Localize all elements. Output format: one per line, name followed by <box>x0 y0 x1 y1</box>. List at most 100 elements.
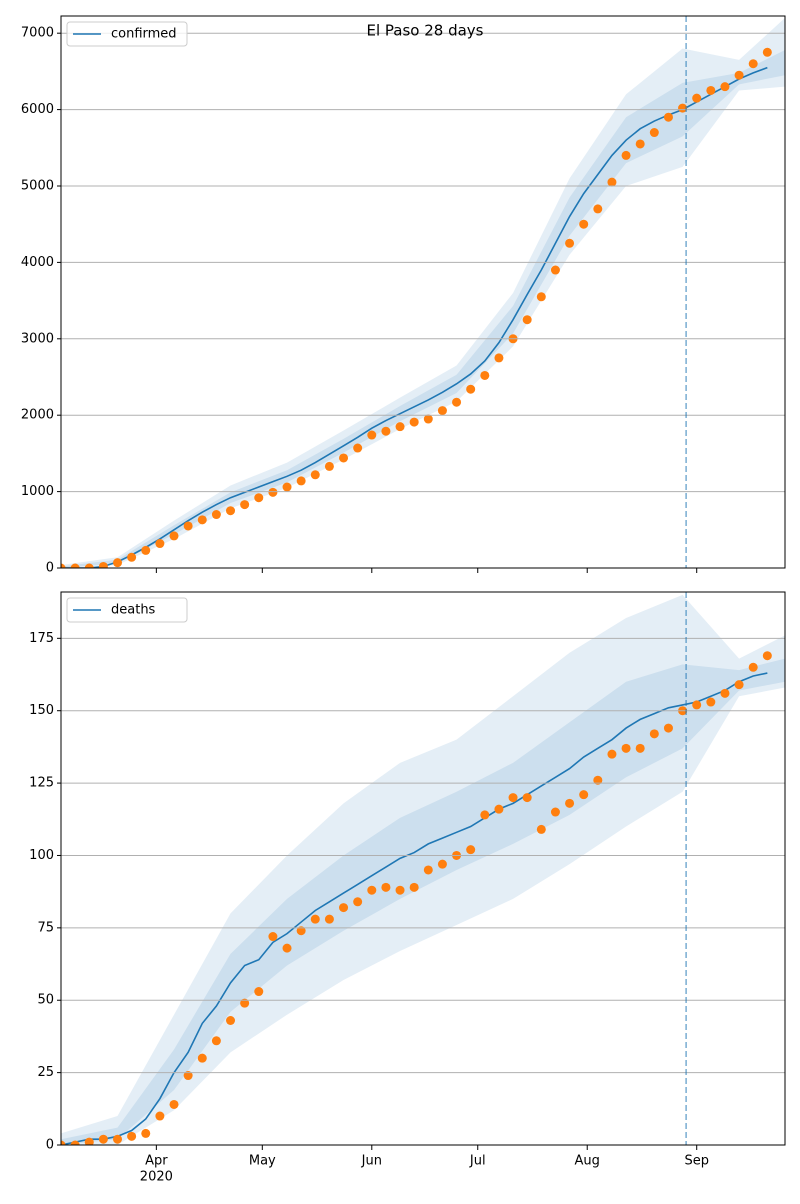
observed-point <box>466 845 476 855</box>
axes-frame <box>60 15 786 569</box>
observed-point <box>324 914 334 924</box>
y-tick-label: 5000 <box>21 178 54 193</box>
x-tick-label: Apr <box>145 1154 168 1169</box>
observed-point <box>565 238 575 248</box>
y-tick-label: 3000 <box>21 331 54 346</box>
observed-point <box>84 563 94 568</box>
observed-point <box>381 426 391 436</box>
uncertainty-band <box>61 658 785 1145</box>
observed-point <box>762 651 772 661</box>
observed-point <box>663 112 673 122</box>
observed-point <box>268 487 278 497</box>
observed-point <box>649 128 659 138</box>
observed-point <box>141 545 151 555</box>
y-tick-label: 1000 <box>21 484 54 499</box>
observed-point <box>127 552 137 562</box>
observed-point <box>61 563 66 568</box>
observed-point <box>409 882 419 892</box>
observed-point <box>607 177 617 187</box>
observed-point <box>113 558 123 568</box>
observed-point <box>550 265 560 275</box>
observed-point <box>692 700 702 710</box>
observed-point <box>169 531 179 541</box>
observed-point <box>635 139 645 149</box>
observed-point <box>211 510 221 520</box>
observed-point <box>353 443 363 453</box>
y-tick-label: 100 <box>29 848 54 863</box>
plot-area <box>61 594 785 1145</box>
observed-point <box>607 749 617 759</box>
chart-title: El Paso 28 days <box>367 22 484 40</box>
observed-point <box>579 790 589 800</box>
y-tick-label: 25 <box>37 1065 54 1080</box>
observed-point <box>692 93 702 103</box>
observed-point <box>197 515 207 525</box>
x-tick-label: Aug <box>575 1154 600 1169</box>
observed-point <box>211 1036 221 1046</box>
observed-point <box>113 1134 123 1144</box>
observed-point <box>127 1131 137 1141</box>
observed-point <box>706 697 716 707</box>
y-tick-label: 0 <box>46 1138 54 1153</box>
x-tick-label: Jun <box>361 1154 382 1169</box>
legend-label: confirmed <box>111 27 177 42</box>
y-tick-label: 125 <box>29 776 54 791</box>
observed-point <box>339 453 349 463</box>
observed-point <box>748 59 758 69</box>
y-tick-label: 7000 <box>21 26 54 41</box>
observed-point <box>593 775 603 785</box>
observed-point <box>663 723 673 733</box>
observed-point <box>155 1111 165 1121</box>
observed-point <box>183 1071 193 1081</box>
observed-point <box>494 804 504 814</box>
observed-point <box>310 470 320 480</box>
x-tick-label: May <box>249 1154 276 1169</box>
observed-point <box>310 914 320 924</box>
observed-point <box>98 1134 108 1144</box>
observed-point <box>480 370 490 380</box>
observed-point <box>296 476 306 486</box>
observed-point <box>339 903 349 913</box>
y-tick-label: 175 <box>29 631 54 646</box>
observed-point <box>324 461 334 471</box>
observed-point <box>565 798 575 808</box>
observed-point <box>466 384 476 394</box>
observed-point <box>296 926 306 936</box>
y-tick-label: 6000 <box>21 102 54 117</box>
observed-point <box>169 1099 179 1109</box>
observed-point <box>254 493 264 503</box>
observed-point <box>423 414 433 424</box>
observed-point <box>480 810 490 820</box>
observed-point <box>720 688 730 698</box>
legend-label: deaths <box>111 603 156 618</box>
model-line <box>61 672 768 1145</box>
observed-point <box>197 1053 207 1063</box>
observed-point <box>621 743 631 753</box>
axes-frame <box>60 591 786 1146</box>
observed-point <box>452 397 462 407</box>
observed-point <box>226 1016 236 1026</box>
observed-point <box>579 219 589 229</box>
observed-point <box>240 998 250 1008</box>
observed-point <box>550 807 560 817</box>
y-tick-label: 4000 <box>21 255 54 270</box>
observed-point <box>282 943 292 953</box>
legend-box <box>66 597 188 623</box>
uncertainty-band <box>61 594 785 1145</box>
y-tick-label: 2000 <box>21 408 54 423</box>
observed-point <box>734 70 744 80</box>
observed-point <box>423 865 433 875</box>
observed-point <box>720 82 730 92</box>
observed-point <box>593 204 603 214</box>
observed-point <box>70 563 80 568</box>
y-tick-label: 0 <box>46 561 54 576</box>
model-line <box>61 66 768 568</box>
observed-point <box>84 1137 94 1145</box>
observed-point <box>282 482 292 492</box>
observed-point <box>353 897 363 907</box>
observed-point <box>437 859 447 869</box>
observed-point <box>367 430 377 440</box>
observed-point <box>240 500 250 510</box>
